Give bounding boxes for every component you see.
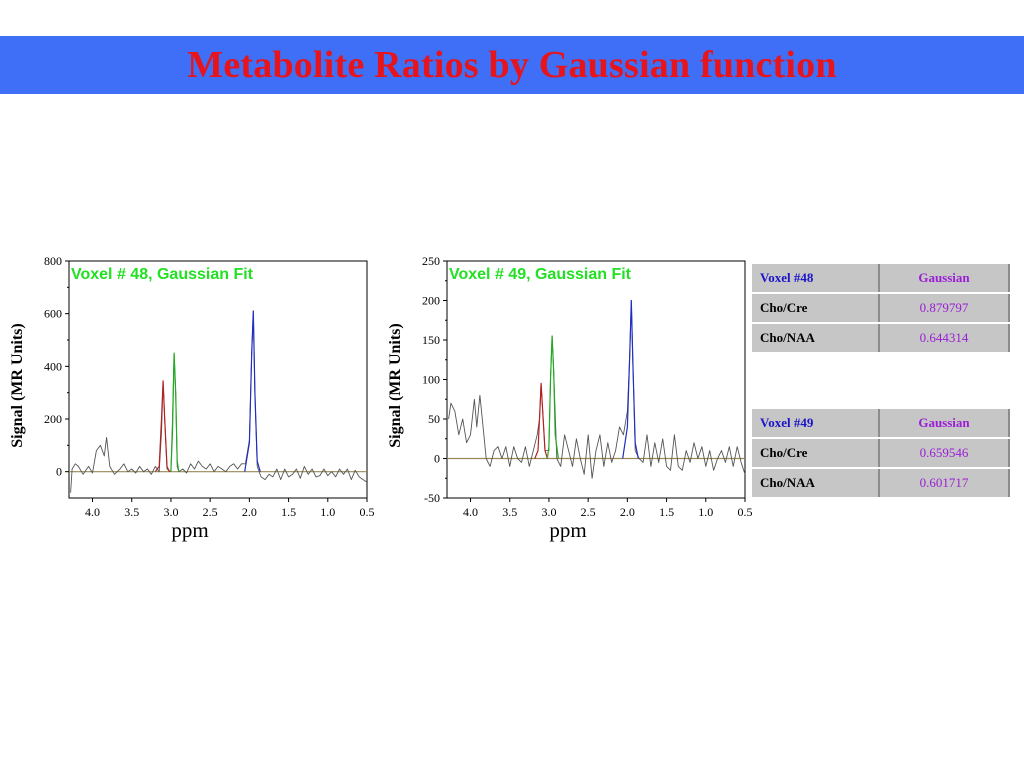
x-tick-label: 0.5 [360, 505, 375, 519]
ratio-table-voxel-48: Voxel #48 Gaussian Cho/Cre 0.879797 Cho/… [752, 264, 1010, 354]
y-tick-label: 600 [44, 307, 62, 321]
y-tick-label: 200 [422, 294, 440, 308]
page-title: Metabolite Ratios by Gaussian function [187, 44, 837, 86]
x-tick-label: 4.0 [85, 505, 100, 519]
y-tick-label: 0 [434, 452, 440, 466]
table-header-row: Voxel #49 Gaussian [752, 409, 1010, 439]
table-row: Cho/NAA 0.644314 [752, 323, 1010, 354]
spectrum-chart-voxel-49: -50 0 50 100 150 200 250 4.0 3.5 3.0 2.5 2.0 1.5 1.0 0… [387, 254, 753, 542]
chart-title: Voxel # 48, Gaussian Fit [71, 266, 254, 283]
y-tick-label: 0 [56, 465, 62, 479]
x-tick-label: 3.0 [163, 505, 178, 519]
series-line-fit-cre [170, 352, 180, 472]
y-tick-label: 800 [44, 254, 62, 268]
ratio-label: Cho/Cre [752, 438, 880, 469]
series-line-fit-cho [154, 380, 170, 473]
ratio-value: 0.644314 [879, 323, 1010, 354]
series-line-fit-cre [546, 335, 559, 459]
title-bar: Metabolite Ratios by Gaussian function [0, 36, 1024, 94]
plot-frame [68, 260, 368, 499]
series-line-fit-naa [622, 299, 639, 459]
series-line-fit-naa [244, 310, 261, 472]
x-tick-label: 2.0 [620, 505, 635, 519]
x-tick-label: 4.0 [463, 505, 478, 519]
series-line-fit-cho [534, 382, 548, 459]
y-tick-label: 150 [422, 333, 440, 347]
table-row: Cho/NAA 0.601717 [752, 468, 1010, 499]
table-header-row: Voxel #48 Gaussian [752, 264, 1010, 294]
y-tick-label: 400 [44, 359, 62, 373]
ratio-label: Cho/NAA [752, 468, 880, 499]
ratio-table-voxel-49: Voxel #49 Gaussian Cho/Cre 0.659546 Cho/… [752, 409, 1010, 499]
y-tick-label: 100 [422, 373, 440, 387]
x-axis-label: ppm [549, 518, 586, 542]
x-tick-label: 3.5 [124, 505, 139, 519]
ratio-label: Cho/Cre [752, 293, 880, 324]
y-axis-label: Signal (MR Units) [387, 323, 404, 447]
table-header-label: Voxel #48 [752, 264, 880, 294]
series-line-raw [70, 310, 368, 493]
ratio-value: 0.659546 [879, 438, 1010, 469]
table-header-value: Gaussian [879, 264, 1010, 294]
table-header-value: Gaussian [879, 409, 1010, 439]
x-axis-label: ppm [171, 518, 208, 542]
y-tick-label: -50 [424, 491, 440, 505]
y-tick-label: 250 [422, 254, 440, 268]
y-axis-label: Signal (MR Units) [9, 323, 26, 447]
x-tick-label: 2.5 [203, 505, 218, 519]
ratio-label: Cho/NAA [752, 323, 880, 354]
ratio-value: 0.879797 [879, 293, 1010, 324]
table-row: Cho/Cre 0.659546 [752, 438, 1010, 469]
spectrum-chart-voxel-48: 0 200 400 600 800 4.0 3.5 3.0 2.5 2.0 1.5 1.0 0.5 Vox… [9, 254, 375, 542]
y-tick-label: 50 [428, 412, 440, 426]
ratio-value: 0.601717 [879, 468, 1010, 499]
x-tick-label: 1.0 [698, 505, 713, 519]
x-tick-label: 1.0 [320, 505, 335, 519]
x-tick-label: 3.0 [541, 505, 556, 519]
x-tick-label: 3.5 [502, 505, 517, 519]
chart-title: Voxel # 49, Gaussian Fit [449, 266, 632, 283]
x-tick-label: 1.5 [659, 505, 674, 519]
x-tick-label: 2.0 [242, 505, 257, 519]
table-row: Cho/Cre 0.879797 [752, 293, 1010, 324]
x-tick-label: 2.5 [581, 505, 596, 519]
series-line-raw [448, 300, 746, 479]
x-tick-label: 0.5 [738, 505, 753, 519]
table-header-label: Voxel #49 [752, 409, 880, 439]
x-tick-label: 1.5 [281, 505, 296, 519]
plot-frame [446, 260, 746, 499]
y-tick-label: 200 [44, 412, 62, 426]
